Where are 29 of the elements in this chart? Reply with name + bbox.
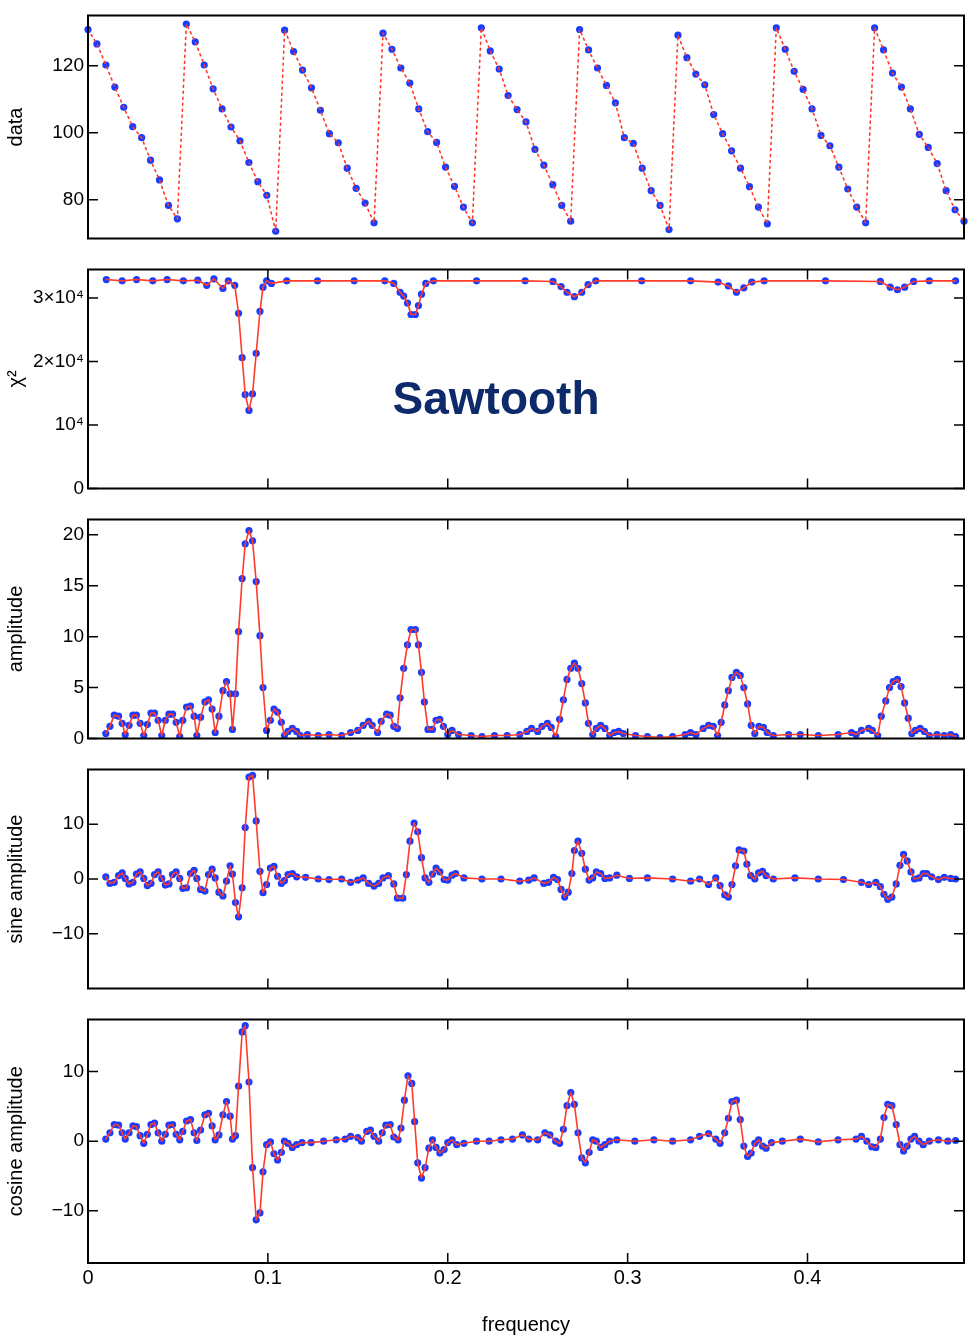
- y-tick-label: −10: [51, 1199, 84, 1221]
- y-tick-label: 3×10⁴: [33, 286, 84, 308]
- y-tick-label: 10: [62, 624, 84, 646]
- y-tick-label: 0: [73, 726, 84, 748]
- y-axis-title: cosine amplitude: [3, 1066, 26, 1217]
- y-axis-title: sine amplitude: [3, 814, 26, 944]
- y-axis-title: amplitude: [3, 585, 26, 673]
- x-tick-label: 0.4: [793, 1265, 822, 1288]
- y-tick-label: 10⁴: [54, 413, 84, 435]
- annotation: Sawtooth: [392, 371, 600, 424]
- y-tick-label: 0: [73, 1129, 84, 1151]
- y-tick-label: 0: [73, 476, 84, 498]
- x-axis-title: frequency: [482, 1312, 570, 1335]
- y-tick-label: 2×10⁴: [33, 349, 84, 371]
- y-tick-label: 0: [73, 867, 84, 889]
- y-tick-label: 5: [73, 675, 84, 697]
- y-axis-title: data: [3, 106, 26, 147]
- x-tick-label: 0.1: [253, 1265, 282, 1288]
- x-tick-label: 0.2: [433, 1265, 462, 1288]
- y-tick-label: 80: [62, 187, 84, 209]
- x-tick-label: 0.3: [613, 1265, 642, 1288]
- y-tick-label: 10: [62, 812, 84, 834]
- y-tick-label: 20: [62, 522, 84, 544]
- y-tick-label: 100: [52, 120, 84, 142]
- y-tick-label: −10: [51, 922, 84, 944]
- y-tick-label: 10: [62, 1059, 84, 1081]
- y-tick-label: 15: [62, 573, 84, 595]
- y-axis-title: χ²: [3, 370, 26, 388]
- y-tick-label: 120: [52, 53, 84, 75]
